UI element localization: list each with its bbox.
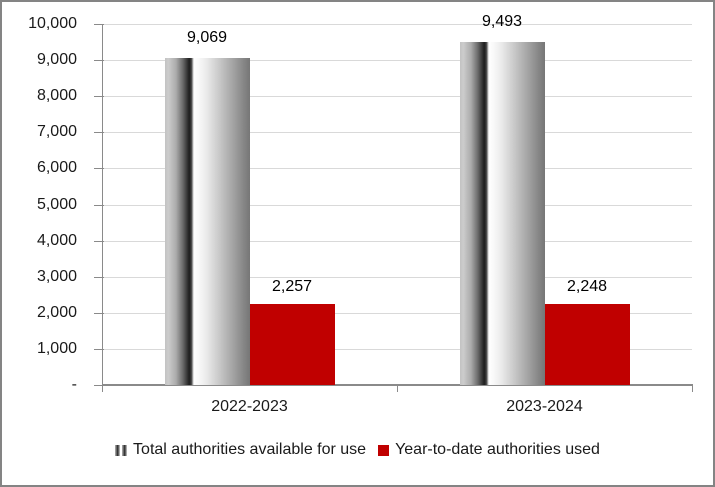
gridline-1000 bbox=[102, 349, 692, 350]
legend: Total authorities available for use Year… bbox=[0, 441, 715, 459]
data-label-ytd-used-2022-2023: 2,257 bbox=[271, 278, 313, 295]
y-axis-label-5000: 5,000 bbox=[36, 196, 77, 213]
y-axis-tick-2000 bbox=[94, 313, 104, 314]
gridline-4000 bbox=[102, 241, 692, 242]
data-label-ytd-used-2023-2024: 2,248 bbox=[566, 278, 608, 295]
red-square-legend-marker-icon bbox=[378, 444, 390, 456]
gridline-3000 bbox=[102, 277, 692, 278]
gray-bars-legend-marker-icon bbox=[115, 444, 128, 456]
gridline-5000 bbox=[102, 205, 692, 206]
bar-ytd-used-2022-2023 bbox=[249, 304, 335, 385]
legend-item-total-authorities: Total authorities available for use bbox=[115, 441, 366, 459]
gridline-7000 bbox=[102, 132, 692, 133]
y-axis-tick-4000 bbox=[94, 241, 104, 242]
y-axis-tick-0 bbox=[94, 385, 104, 386]
gridline-8000 bbox=[102, 96, 692, 97]
x-axis-tick-1 bbox=[397, 386, 398, 392]
gridline-6000 bbox=[102, 168, 692, 169]
y-axis-label-10000: 10,000 bbox=[28, 15, 77, 32]
y-axis-label-2000: 2,000 bbox=[36, 304, 77, 321]
x-axis-category-label-2022-2023: 2022-2023 bbox=[211, 398, 288, 415]
y-axis-label-7000: 7,000 bbox=[36, 123, 77, 140]
y-axis-tick-3000 bbox=[94, 277, 104, 278]
y-axis-tick-9000 bbox=[94, 60, 104, 61]
y-axis-tick-6000 bbox=[94, 168, 104, 169]
x-axis-tick-0 bbox=[102, 386, 103, 392]
x-axis-line bbox=[102, 384, 693, 386]
y-axis-label-0: - bbox=[71, 376, 77, 393]
gridline-9000 bbox=[102, 60, 692, 61]
y-axis-tick-8000 bbox=[94, 96, 104, 97]
bar-ytd-used-2023-2024 bbox=[544, 304, 630, 385]
y-axis-label-1000: 1,000 bbox=[36, 340, 77, 357]
bar-total-authorities-2022-2023 bbox=[164, 58, 250, 385]
data-label-total-authorities-2022-2023: 9,069 bbox=[186, 29, 228, 46]
y-axis-label-4000: 4,000 bbox=[36, 232, 77, 249]
bar-total-authorities-2023-2024 bbox=[459, 42, 545, 385]
y-axis-tick-7000 bbox=[94, 132, 104, 133]
gridline-2000 bbox=[102, 313, 692, 314]
y-axis-tick-5000 bbox=[94, 205, 104, 206]
y-axis-tick-10000 bbox=[94, 24, 104, 25]
x-axis-tick-2 bbox=[692, 386, 693, 392]
data-label-total-authorities-2023-2024: 9,493 bbox=[481, 13, 523, 30]
legend-item-ytd-used: Year-to-date authorities used bbox=[378, 441, 600, 459]
x-axis-category-label-2023-2024: 2023-2024 bbox=[506, 398, 583, 415]
y-axis-label-6000: 6,000 bbox=[36, 159, 77, 176]
y-axis-label-3000: 3,000 bbox=[36, 268, 77, 285]
gridline-10000 bbox=[102, 24, 692, 25]
y-axis-tick-1000 bbox=[94, 349, 104, 350]
legend-label-ytd-used: Year-to-date authorities used bbox=[395, 441, 600, 458]
y-axis-label-8000: 8,000 bbox=[36, 87, 77, 104]
y-axis-label-9000: 9,000 bbox=[36, 51, 77, 68]
y-axis-line bbox=[102, 24, 103, 385]
legend-label-total-authorities: Total authorities available for use bbox=[133, 441, 367, 458]
